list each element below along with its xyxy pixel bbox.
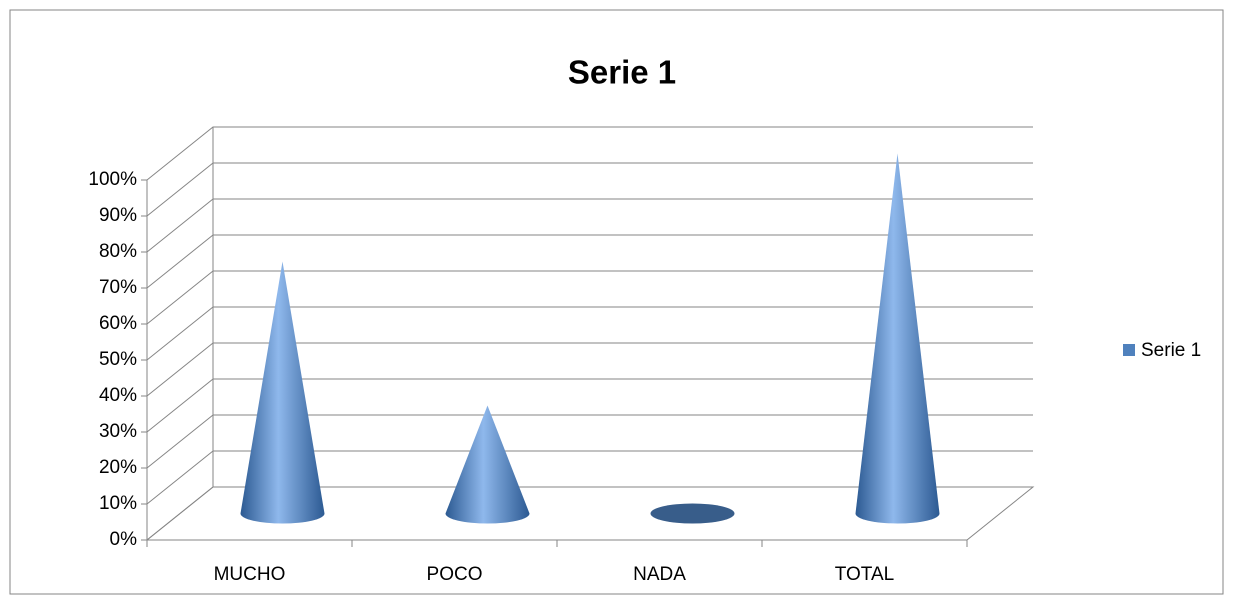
chart-border <box>9 9 1224 595</box>
grid-line <box>146 450 1033 505</box>
cone <box>240 261 325 524</box>
grid-line <box>146 198 1033 253</box>
y-tick-label: 50% <box>99 349 137 370</box>
grid-line <box>146 162 1033 217</box>
x-tick-label: MUCHO <box>214 564 286 585</box>
y-tick-label: 80% <box>99 241 137 262</box>
y-tick-label: 20% <box>99 457 137 478</box>
y-tick-label: 60% <box>99 313 137 334</box>
y-tick-label: 100% <box>88 169 137 190</box>
grid-line <box>146 126 1033 181</box>
grid-line <box>146 378 1033 433</box>
x-tick-label: TOTAL <box>835 564 894 585</box>
grid-line <box>146 234 1033 289</box>
y-tick-label: 40% <box>99 385 137 406</box>
y-tick-label: 90% <box>99 205 137 226</box>
grid-line <box>146 486 1033 541</box>
chart-title: Serie 1 <box>568 54 676 91</box>
y-tick-label: 70% <box>99 277 137 298</box>
cone <box>445 405 530 524</box>
cone <box>650 503 735 524</box>
grid-line <box>146 270 1033 325</box>
grid-line <box>146 342 1033 397</box>
cone <box>855 153 940 524</box>
y-tick-label: 0% <box>110 529 138 550</box>
x-tick-label: POCO <box>427 564 483 585</box>
legend-swatch <box>1123 344 1135 356</box>
y-tick-label: 30% <box>99 421 137 442</box>
grid-line <box>146 306 1033 361</box>
grid-line <box>146 414 1033 469</box>
legend-label: Serie 1 <box>1141 340 1201 361</box>
y-tick-label: 10% <box>99 493 137 514</box>
x-tick-label: NADA <box>633 564 686 585</box>
